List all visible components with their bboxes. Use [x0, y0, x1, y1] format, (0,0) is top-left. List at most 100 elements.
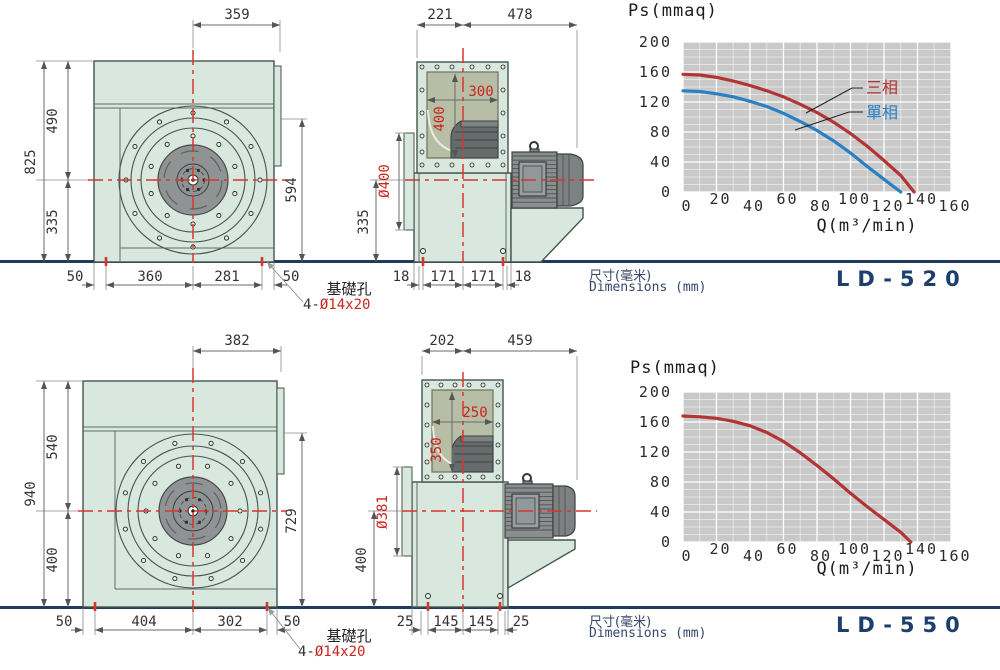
dim-outlet-height: 400	[432, 106, 448, 131]
x-tick-label: 100	[838, 540, 871, 558]
dim-side-topright: 478	[507, 7, 532, 23]
dim-front-b1: 360	[137, 269, 162, 285]
size-label-en: Dimensions (mm)	[589, 280, 707, 295]
dim-side-b0: 25	[397, 614, 414, 630]
y-tick-label: 200	[639, 33, 672, 51]
model-name-ld520: LD-520	[836, 267, 968, 291]
y-tick-label: 160	[639, 413, 672, 431]
dim-front-lower: 400	[45, 547, 61, 572]
ld520-side-view: 221 478 300 400 Ø400 335 18 171 171 18	[356, 7, 597, 290]
x-tick-label: 160	[938, 197, 971, 215]
ld520-foundation-note: 基礎孔 4-Ø14x20	[266, 261, 372, 313]
model-name-ld550: LD-550	[836, 613, 968, 637]
x-tick-label: 20	[709, 540, 731, 558]
x-tick-label: 160	[938, 547, 971, 565]
size-label-cn: 尺寸(毫米)	[589, 269, 652, 284]
chart-title: Ps(mmaq)	[630, 358, 720, 378]
dim-base-height: 400	[354, 547, 370, 572]
dim-front-b2: 302	[217, 614, 242, 630]
outlet-flange-edge	[276, 387, 285, 475]
y-tick-label: 80	[650, 473, 672, 491]
x-tick-label: 100	[838, 190, 871, 208]
inlet-rings	[115, 433, 271, 589]
dim-front-b1: 404	[131, 614, 156, 630]
fan-casing	[411, 481, 509, 608]
dim-side-topright: 459	[507, 333, 532, 349]
y-tick-label: 80	[650, 123, 672, 141]
x-tick-label: 40	[743, 547, 765, 565]
dim-side-b0: 18	[393, 269, 410, 285]
dim-side-topleft: 221	[427, 7, 452, 23]
y-tick-label: 120	[639, 443, 672, 461]
chart-title: Ps(mmaq)	[628, 1, 718, 21]
foundation-spec: 4-Ø14x20	[298, 644, 365, 660]
dim-side-b1: 145	[433, 614, 458, 630]
dim-side-b3: 18	[515, 269, 532, 285]
legend-label: 單相	[866, 103, 898, 122]
curve-三相	[681, 72, 916, 194]
flange-bolts	[424, 382, 501, 480]
dim-side-b3: 25	[513, 614, 530, 630]
dim-front-total-height: 940	[23, 481, 39, 506]
y-tick-label: 160	[639, 63, 672, 81]
curve-單相	[681, 89, 903, 194]
dim-inlet-diameter: Ø381	[375, 495, 391, 529]
x-tick-label: 120	[871, 197, 904, 215]
size-label-cn: 尺寸(毫米)	[589, 615, 652, 630]
y-tick-label: 120	[639, 93, 672, 111]
x-tick-label: 120	[871, 547, 904, 565]
x-tick-label: 40	[743, 197, 765, 215]
legend-callout-line	[794, 111, 863, 131]
dim-front-upper: 540	[45, 434, 61, 459]
flange-bolts	[419, 64, 506, 168]
outlet-flange-edge	[273, 65, 282, 167]
x-tick-label: 140	[905, 540, 938, 558]
dim-front-b3: 50	[284, 614, 301, 630]
ld520-drawing: 359 825 490 335 594 50 360 281 50	[23, 7, 597, 313]
legend-callout-line	[805, 87, 863, 114]
x-tick-label: 80	[810, 197, 832, 215]
x-tick-label: 80	[810, 547, 832, 565]
dim-front-upper: 490	[45, 108, 61, 133]
dim-front-b0: 50	[67, 269, 84, 285]
x-tick-label: 20	[709, 190, 731, 208]
dim-front-b0: 50	[56, 614, 73, 630]
ld550-foundation-note: 基礎孔 4-Ø14x20	[267, 607, 372, 660]
foundation-spec: 4-Ø14x20	[303, 297, 370, 313]
y-tick-label: 40	[650, 153, 672, 171]
x-tick-label: 0	[681, 547, 692, 565]
x-axis-label: Q(m³/min)	[816, 559, 917, 579]
dim-front-top: 382	[224, 333, 249, 349]
dim-base-height: 335	[356, 209, 372, 234]
dim-front-right: 594	[284, 177, 300, 202]
ld550-drawing: 382 940 540 400 729 50 404 302 50	[23, 333, 597, 660]
dim-side-b2: 145	[468, 614, 493, 630]
x-axis-label: Q(m³/min)	[816, 216, 917, 236]
foundation-label: 基礎孔	[326, 627, 371, 645]
foundation-label: 基礎孔	[326, 280, 371, 298]
dim-front-total-height: 825	[23, 149, 39, 174]
dim-outlet-width: 250	[462, 405, 487, 421]
dim-outlet-height: 350	[429, 437, 445, 462]
legend-label: 三相	[866, 78, 898, 97]
dim-outlet-width: 300	[468, 84, 493, 100]
dim-front-top: 359	[224, 7, 249, 23]
size-label-en: Dimensions (mm)	[589, 626, 707, 641]
dim-side-b1: 171	[430, 269, 455, 285]
inlet-flange	[403, 132, 415, 231]
y-tick-label: 200	[639, 383, 672, 401]
motor-bracket	[510, 207, 584, 263]
dim-front-b2: 281	[214, 269, 239, 285]
motor-bracket	[507, 539, 576, 590]
x-tick-label: 60	[776, 190, 798, 208]
dim-front-lower: 335	[45, 209, 61, 234]
ld550-side-view: 202 459 250 350 Ø381 400 25 145 145 25	[354, 333, 597, 635]
x-tick-label: 140	[905, 190, 938, 208]
ld520-front-view: 359 825 490 335 594 50 360 281 50	[23, 7, 307, 290]
dim-front-right: 729	[284, 508, 300, 533]
x-tick-label: 0	[681, 197, 692, 215]
y-tick-label: 0	[661, 533, 672, 551]
